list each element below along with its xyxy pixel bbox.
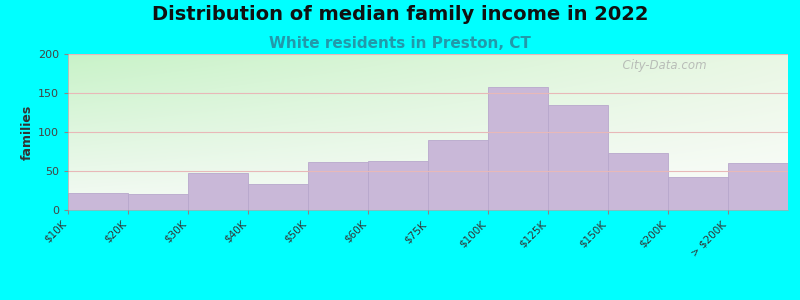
Text: White residents in Preston, CT: White residents in Preston, CT — [269, 36, 531, 51]
Text: City-Data.com: City-Data.com — [615, 59, 707, 72]
Bar — [608, 153, 668, 210]
Bar — [488, 87, 548, 210]
Y-axis label: families: families — [21, 104, 34, 160]
Bar — [668, 177, 728, 210]
Bar — [188, 172, 248, 210]
Bar — [128, 194, 188, 210]
Bar — [248, 184, 308, 210]
Bar — [68, 193, 128, 210]
Bar — [428, 140, 488, 210]
Text: Distribution of median family income in 2022: Distribution of median family income in … — [152, 4, 648, 23]
Bar — [308, 162, 368, 210]
Bar — [368, 161, 428, 210]
Bar — [728, 163, 788, 210]
Bar — [548, 105, 608, 210]
